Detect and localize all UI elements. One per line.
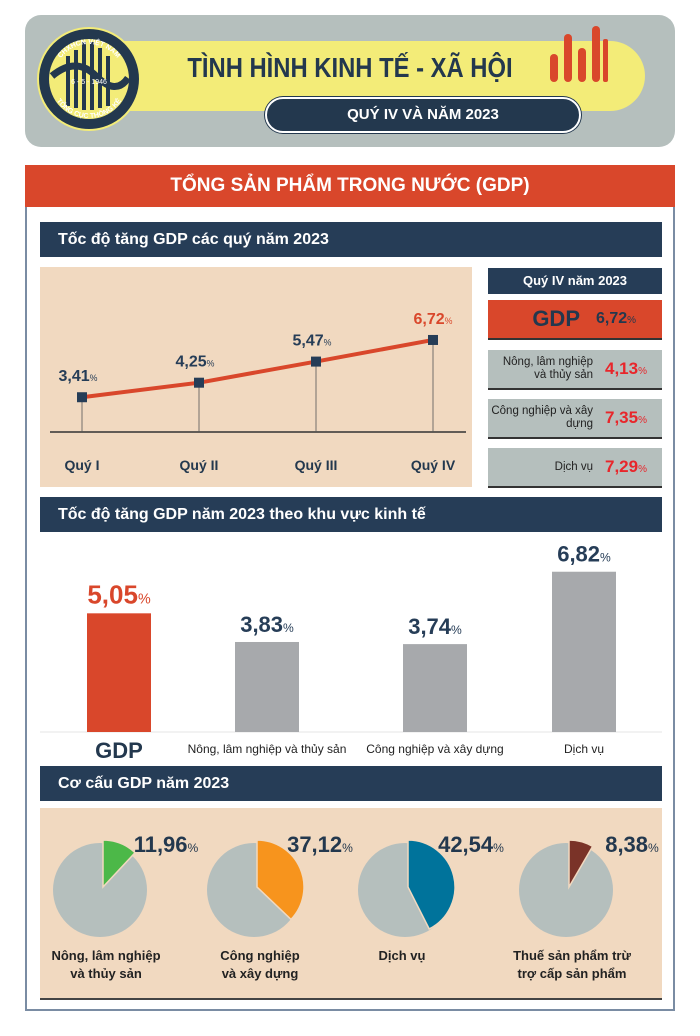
pie-category-label: Thuế sản phẩm trừ trợ cấp sản phẩm bbox=[513, 948, 631, 981]
section-quarterly-title: Tốc độ tăng GDP các quý năm 2023 bbox=[40, 222, 662, 257]
data-point bbox=[311, 356, 321, 367]
bar-category-label: Nông, lâm nghiệp và thủy sản bbox=[188, 742, 347, 756]
data-label: 4,25% bbox=[176, 354, 215, 371]
pie-slice bbox=[568, 839, 594, 890]
pie-value-label: 37,12% bbox=[287, 832, 353, 857]
pie-value-label: 8,38% bbox=[605, 832, 659, 857]
main-title: TỔNG SẢN PHẨM TRONG NƯỚC (GDP) bbox=[25, 165, 675, 207]
bar-category-label: Dịch vụ bbox=[564, 742, 604, 756]
x-tick-label: Quý IV bbox=[411, 457, 456, 473]
data-label: 6,72% bbox=[414, 311, 453, 328]
data-label: 5,47% bbox=[293, 333, 332, 350]
pie-value-label: 42,54% bbox=[438, 832, 504, 857]
bar bbox=[552, 571, 616, 732]
content-frame bbox=[25, 165, 675, 1011]
bar-value-label: 3,83% bbox=[240, 612, 294, 637]
sector-bar-chart: 5,05% GDP 3,83% Nông, lâm nghiệp và thủy sả… bbox=[40, 542, 662, 763]
pie-rest bbox=[53, 843, 147, 937]
pie-category-label: Dịch vụ bbox=[379, 948, 426, 963]
quarterly-line-chart: 3,41% Quý I 4,25% Quý II 5,47% Quý III 6,72% Qu… bbox=[50, 311, 466, 473]
pie-category-label: Công nghiệp và xây dựng bbox=[220, 948, 299, 981]
bar-category-label: GDP bbox=[95, 738, 143, 763]
page-title: TÌNH HÌNH KINH TẾ - XÃ HỘI bbox=[187, 52, 513, 83]
section-structure-title: Cơ cấu GDP năm 2023 bbox=[40, 766, 662, 801]
bar bbox=[235, 641, 299, 732]
section-sector-title: Tốc độ tăng GDP năm 2023 theo khu vực ki… bbox=[40, 497, 662, 532]
data-point bbox=[428, 334, 438, 345]
x-tick-label: Quý II bbox=[180, 457, 219, 473]
bar-value-label: 5,05% bbox=[87, 579, 151, 609]
pie-rest bbox=[519, 843, 613, 937]
svg-text:6 - 5 - 1946: 6 - 5 - 1946 bbox=[71, 79, 107, 86]
period-badge: QUÝ IV VÀ NĂM 2023 bbox=[265, 97, 581, 133]
bar bbox=[87, 613, 151, 732]
pie-value-label: 11,96% bbox=[134, 832, 199, 857]
pie-slice bbox=[256, 839, 305, 921]
q4-gdp-box: GDP 6,72% bbox=[488, 300, 662, 340]
bar-value-label: 3,74% bbox=[408, 614, 462, 639]
x-tick-label: Quý I bbox=[64, 457, 99, 473]
gso-logo: CHXHCN VIỆT NAM 6 - 5 - 1946 TỔNG CỤC TH… bbox=[37, 27, 141, 131]
x-tick-label: Quý III bbox=[295, 457, 338, 473]
line-chart-panel bbox=[40, 267, 472, 487]
pie-category-label: Nông, lâm nghiệp và thủy sản bbox=[51, 948, 160, 981]
q4-item-services: Dịch vụ 7,29% bbox=[488, 448, 662, 488]
bar-chart-icon bbox=[550, 26, 608, 82]
q4-gdp-label: GDP bbox=[532, 306, 580, 331]
bar-category-label: Công nghiệp và xây dựng bbox=[366, 742, 503, 756]
data-point bbox=[194, 377, 204, 388]
bar-value-label: 6,82% bbox=[557, 542, 611, 567]
data-label: 3,41% bbox=[59, 368, 98, 385]
data-point bbox=[77, 392, 87, 403]
q4-gdp-value: 6,72% bbox=[596, 310, 637, 327]
q4-panel-title: Quý IV năm 2023 bbox=[488, 268, 662, 294]
bar bbox=[403, 644, 467, 732]
structure-pie-charts: 11,96% Nông, lâm nghiệp và thủy sản 37,12% C… bbox=[51, 832, 659, 981]
q4-item-industry: Công nghiệp và xây dựng 7,35% bbox=[488, 399, 662, 439]
gdp-line bbox=[81, 337, 434, 400]
pie-slice bbox=[102, 839, 137, 889]
pie-slice bbox=[407, 839, 456, 930]
q4-item-agri: Nông, lâm nghiệp và thủy sản 4,13% bbox=[488, 350, 662, 390]
